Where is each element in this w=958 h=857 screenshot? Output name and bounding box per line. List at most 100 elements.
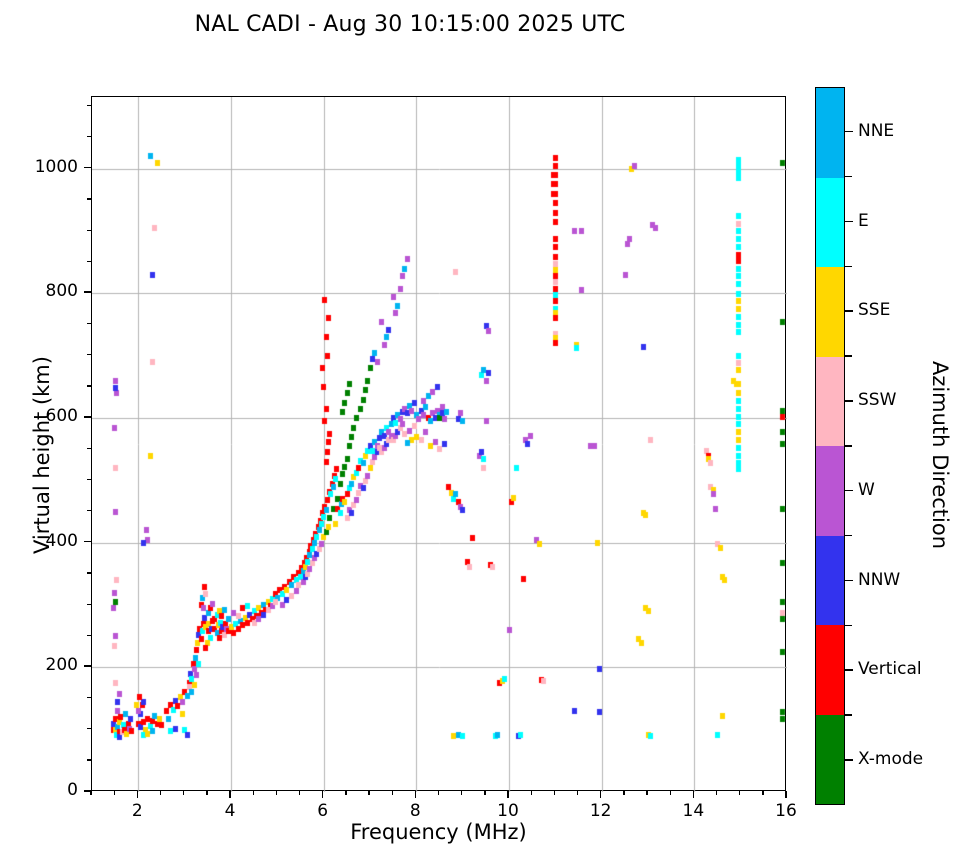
y-minor-tick — [87, 603, 91, 605]
azimuth-colorbar[interactable] — [815, 87, 845, 805]
y-tick-mark — [84, 665, 91, 667]
y-tick-label: 200 — [45, 655, 78, 676]
y-minor-tick — [87, 104, 91, 107]
x-tick-mark — [507, 791, 509, 798]
x-minor-tick — [345, 791, 347, 795]
y-minor-tick — [87, 354, 91, 356]
colorbar-segment-nne[interactable] — [816, 88, 844, 178]
colorbar-segment-e[interactable] — [816, 177, 844, 267]
y-minor-tick — [87, 510, 91, 512]
x-minor-tick — [461, 791, 463, 795]
x-minor-tick — [90, 791, 92, 795]
x-minor-tick — [206, 791, 208, 795]
colorbar-tick-dash — [845, 445, 852, 447]
x-tick-mark — [785, 791, 787, 798]
x-minor-tick — [368, 791, 370, 795]
y-minor-tick — [87, 136, 91, 138]
y-minor-tick — [87, 759, 91, 761]
x-tick-label: 16 — [775, 801, 797, 821]
colorbar-segment-nnw[interactable] — [816, 535, 844, 625]
y-minor-tick — [87, 198, 91, 200]
colorbar-tick-dash — [845, 355, 852, 357]
y-minor-tick — [87, 697, 91, 699]
x-tick-label: 10 — [497, 801, 519, 821]
y-tick-mark — [84, 166, 91, 169]
colorbar-tick-dash — [845, 220, 853, 223]
y-tick-label: 400 — [45, 530, 78, 551]
y-tick-mark — [84, 416, 91, 418]
x-tick-mark — [229, 791, 231, 798]
colorbar-segment-vertical[interactable] — [816, 625, 844, 715]
x-tick-label: 12 — [589, 801, 612, 821]
x-minor-tick — [576, 791, 579, 795]
x-tick-mark — [321, 791, 324, 798]
x-minor-tick — [530, 791, 532, 795]
x-minor-tick — [623, 791, 625, 795]
colorbar-tick-dash — [845, 310, 853, 312]
x-tick-label: 6 — [317, 801, 329, 821]
x-minor-tick — [391, 791, 393, 795]
colorbar-tick-dash — [845, 534, 852, 537]
colorbar-tick-dash — [845, 579, 853, 582]
y-minor-tick — [87, 728, 91, 730]
x-minor-tick — [739, 791, 741, 795]
colorbar-tick-dash — [845, 130, 853, 133]
x-tick-mark — [136, 791, 139, 798]
x-minor-tick — [715, 791, 718, 795]
y-minor-tick — [87, 634, 91, 636]
colorbar-tick-dash — [845, 624, 852, 627]
page-title: NAL CADI - Aug 30 10:15:00 2025 UTC — [194, 12, 626, 37]
x-minor-tick — [484, 791, 486, 795]
colorbar-tick-dash — [845, 400, 853, 402]
x-minor-tick — [113, 791, 115, 795]
y-axis-label: Virtual height (km) — [30, 356, 54, 554]
colorbar-tick-label: X-mode — [858, 749, 924, 770]
azimuth-colorbar-labels: NNE E SSE SSW W NNW Vertical X-mode — [845, 87, 955, 805]
y-minor-tick — [87, 323, 91, 325]
y-tick-mark — [84, 540, 91, 543]
colorbar-segment-ssw[interactable] — [816, 356, 844, 446]
x-tick-label: 2 — [131, 801, 143, 821]
plot-area[interactable] — [91, 96, 787, 792]
colorbar-tick-label: NNE — [858, 120, 895, 141]
y-tick-label: 0 — [67, 780, 78, 800]
x-axis-label: Frequency (MHz) — [350, 820, 527, 844]
x-minor-tick — [298, 791, 301, 795]
y-minor-tick — [87, 385, 91, 387]
x-tick-label: 8 — [409, 801, 421, 821]
x-minor-tick — [669, 791, 671, 795]
colorbar-tick-label: NNW — [858, 569, 901, 590]
colorbar-tick-label: Vertical — [858, 659, 922, 680]
y-tick-label: 1000 — [34, 156, 78, 177]
y-tick-label: 800 — [45, 281, 78, 302]
y-minor-tick — [87, 447, 91, 449]
x-minor-tick — [437, 791, 440, 795]
colorbar-segment-sse[interactable] — [816, 267, 844, 357]
colorbar-tick-dash — [845, 175, 852, 178]
colorbar-tick-dash — [845, 714, 852, 716]
x-tick-mark — [692, 791, 695, 798]
colorbar-tick-label: SSE — [858, 300, 891, 321]
y-tick-label: 600 — [45, 406, 78, 426]
colorbar-tick-label: W — [858, 479, 875, 500]
colorbar-tick-dash — [845, 669, 853, 671]
colorbar-title: Azimuth Direction — [928, 360, 952, 550]
colorbar-tick-dash — [845, 265, 852, 268]
colorbar-segment-x-mode[interactable] — [816, 714, 844, 804]
x-minor-tick — [159, 791, 162, 795]
x-minor-tick — [183, 791, 185, 795]
colorbar-tick-label: E — [858, 210, 869, 231]
colorbar-tick-dash — [845, 759, 853, 761]
colorbar-segment-w[interactable] — [816, 446, 844, 536]
ionogram-scatter-canvas[interactable] — [92, 97, 787, 792]
y-tick-mark — [84, 790, 91, 792]
y-minor-tick — [87, 572, 91, 574]
colorbar-tick-dash — [845, 489, 853, 492]
x-minor-tick — [646, 791, 648, 795]
x-minor-tick — [762, 791, 764, 795]
y-tick-mark — [84, 291, 91, 293]
x-tick-mark — [599, 791, 602, 798]
x-minor-tick — [275, 791, 278, 795]
colorbar-tick-label: SSW — [858, 390, 897, 411]
